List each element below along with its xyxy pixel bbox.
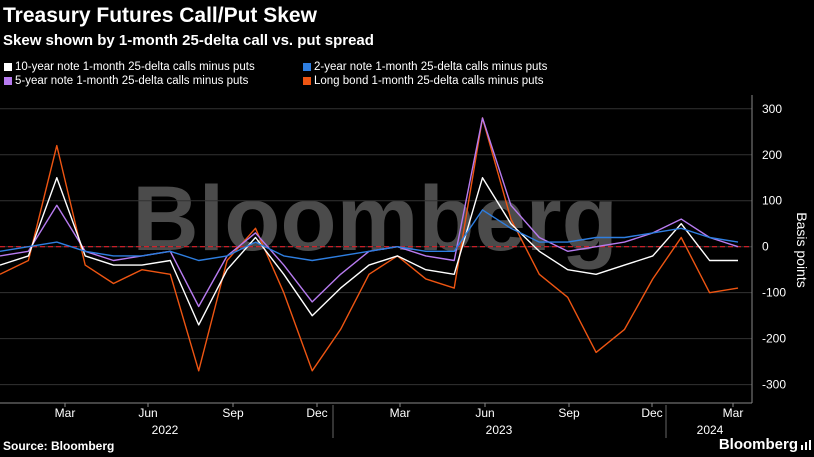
y-axis-label: Basis points <box>794 212 810 287</box>
legend-swatch <box>4 63 12 71</box>
legend-label: 5-year note 1-month 25-delta calls minus… <box>15 75 249 87</box>
x-tick-label: Dec <box>641 406 662 420</box>
y-tick-label: -200 <box>762 332 786 346</box>
x-tick-label: Jun <box>475 406 494 420</box>
x-tick-label: Dec <box>306 406 327 420</box>
series-line <box>0 209 739 262</box>
legend-swatch <box>303 63 311 71</box>
legend-swatch <box>4 77 12 85</box>
legend-label: Long bond 1-month 25-delta calls minus p… <box>314 75 544 87</box>
year-label: 2023 <box>486 423 513 437</box>
legend-item-5-year: 5-year note 1-month 25-delta calls minus… <box>4 75 248 87</box>
y-tick-label: -300 <box>762 378 786 392</box>
chart-subtitle: Skew shown by 1-month 25-delta call vs. … <box>3 32 374 49</box>
x-tick-label: Mar <box>390 406 411 420</box>
bar-chart-icon <box>801 440 811 450</box>
grid <box>0 108 752 386</box>
legend-item-2-year: 2-year note 1-month 25-delta calls minus… <box>303 61 547 73</box>
series-group <box>0 117 739 372</box>
brand-logo: Bloomberg <box>718 436 798 453</box>
axes: 300 200 100 0 -100 -200 -300 Basis points Mar Jun… <box>0 95 810 438</box>
y-tick-label: 100 <box>762 194 782 208</box>
legend-item-long-bond: Long bond 1-month 25-delta calls minus p… <box>303 75 544 87</box>
series-line <box>0 177 738 326</box>
legend-label: 10-year note 1-month 25-delta calls minu… <box>15 61 255 73</box>
x-tick-label: Jun <box>138 406 157 420</box>
legend-item-10-year: 10-year note 1-month 25-delta calls minu… <box>4 61 255 73</box>
x-tick-label: Sep <box>222 406 244 420</box>
year-label: 2024 <box>697 423 724 437</box>
chart-title: Treasury Futures Call/Put Skew <box>3 4 317 27</box>
legend-label: 2-year note 1-month 25-delta calls minus… <box>314 61 548 73</box>
y-tick-label: 0 <box>762 240 769 254</box>
x-tick-label: Mar <box>55 406 76 420</box>
year-label: 2022 <box>152 423 179 437</box>
y-tick-label: 200 <box>762 148 782 162</box>
x-tick-label: Sep <box>558 406 580 420</box>
y-tick-label: 300 <box>762 102 782 116</box>
source-note: Source: Bloomberg <box>3 439 115 453</box>
watermark: Bloomberg <box>132 168 618 270</box>
series-line <box>0 117 739 372</box>
x-tick-label: Mar <box>723 406 744 420</box>
legend-swatch <box>303 77 311 85</box>
y-tick-label: -100 <box>762 286 786 300</box>
